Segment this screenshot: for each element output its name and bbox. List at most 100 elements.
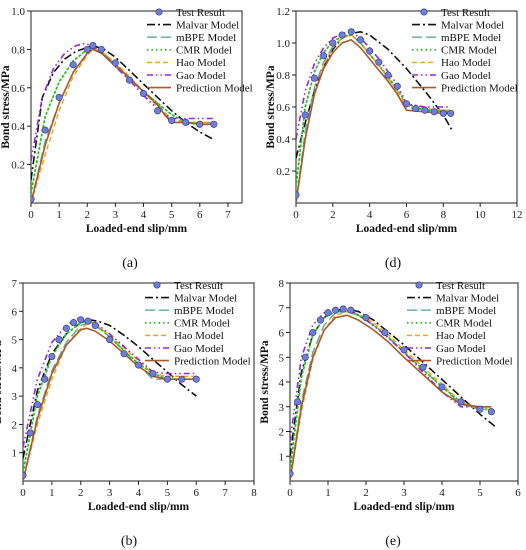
panel-d: 0 2 4 6 8 10 12 0.2 0.4 0.6 0.8 1.0 1.2 Loaded-end sl… <box>265 6 523 271</box>
y-tick-label: 6 <box>279 328 285 340</box>
test-result-point <box>69 61 77 69</box>
test-result-point <box>457 398 465 406</box>
test-result-point <box>296 191 300 199</box>
x-tick-label: 4 <box>439 487 445 499</box>
legend-label: Hao Model <box>174 330 224 342</box>
x-tick-label: 2 <box>363 487 369 499</box>
test-result-point <box>77 316 85 324</box>
legend-label: mBPE Model <box>441 32 501 44</box>
x-tick-label: 0 <box>293 209 299 221</box>
plot-area <box>296 28 455 203</box>
x-tick-label: 0 <box>28 209 34 221</box>
legend-label: Prediction Model <box>441 82 518 94</box>
y-tick-label: 4 <box>12 363 18 375</box>
series-line-gao-model <box>296 31 451 140</box>
test-result-point <box>421 106 429 114</box>
panel-caption: (b) <box>121 534 138 549</box>
test-result-point <box>375 58 383 66</box>
x-tick-label: 7 <box>222 487 228 499</box>
x-tick-label: 1 <box>56 209 62 221</box>
legend-marker <box>153 281 161 289</box>
test-result-point <box>381 328 389 337</box>
x-tick-label: 8 <box>251 487 257 499</box>
x-tick-label: 6 <box>197 209 203 221</box>
plot-area <box>31 42 218 203</box>
y-tick-label: 3 <box>279 402 285 414</box>
test-result-point <box>476 405 484 413</box>
legend-label: Prediction Model <box>174 355 251 367</box>
legend-label: CMR Model <box>441 45 497 57</box>
legend-label: Gao Model <box>174 343 224 355</box>
legend-label: Gao Model <box>436 343 486 355</box>
x-tick-label: 3 <box>113 209 119 221</box>
test-result-point <box>338 31 346 39</box>
x-tick-label: 6 <box>404 209 410 221</box>
test-result-point <box>419 363 427 371</box>
legend-label: Malvar Model <box>174 292 237 304</box>
x-tick-label: 4 <box>141 209 147 221</box>
y-tick-label: 0.4 <box>276 134 290 146</box>
series-line-gao-model <box>290 308 492 442</box>
y-tick-label: 1.0 <box>276 38 290 50</box>
x-tick-label: 5 <box>165 487 171 499</box>
test-result-point <box>55 93 63 101</box>
test-result-point <box>168 116 176 124</box>
test-result-point <box>111 59 119 67</box>
test-result-point <box>97 45 105 53</box>
y-tick-label: 1.0 <box>11 6 25 18</box>
y-tick-label: 2 <box>279 427 285 439</box>
series-line-hao-model <box>290 310 492 481</box>
test-result-point <box>294 398 302 406</box>
test-result-point <box>91 321 99 329</box>
legend-label: Malvar Model <box>176 19 239 31</box>
test-result-point <box>412 105 420 113</box>
legend-label: Test Result <box>174 280 223 292</box>
y-tick-label: 1 <box>279 451 285 463</box>
test-result-point <box>439 109 447 117</box>
y-axis-label: Bond stress/MPa <box>259 340 271 423</box>
plot-area <box>23 316 200 481</box>
y-tick-label: 0.2 <box>276 166 290 178</box>
panel-caption: (d) <box>385 256 402 271</box>
x-tick-label: 3 <box>107 487 113 499</box>
y-tick-label: 5 <box>12 335 18 347</box>
y-tick-label: 2 <box>12 419 18 431</box>
y-axis-label: Bond stress/MPa <box>0 340 4 423</box>
y-axis-label: Bond stress/MPa <box>265 65 277 148</box>
test-result-point <box>192 375 200 383</box>
test-result-point <box>347 28 355 36</box>
x-tick-label: 1 <box>49 487 55 499</box>
test-result-point <box>163 375 171 383</box>
x-axis-label: Loaded-end slip/mm <box>356 223 458 235</box>
test-result-point <box>384 71 392 79</box>
x-tick-label: 0 <box>20 487 26 499</box>
x-tick-label: 2 <box>78 487 84 499</box>
test-result-point <box>182 118 190 126</box>
legend-label: Gao Model <box>441 70 491 82</box>
legend-marker <box>155 8 163 16</box>
test-result-point <box>41 375 49 383</box>
y-tick-label: 5 <box>279 352 285 364</box>
test-result-point <box>196 120 204 128</box>
y-tick-label: 0.6 <box>11 83 25 95</box>
legend-label: Prediction Model <box>436 355 513 367</box>
series-line-prediction-model <box>31 48 214 203</box>
x-tick-label: 4 <box>367 209 373 221</box>
plot-frame <box>30 10 243 204</box>
series-line-prediction-model <box>290 314 492 481</box>
y-tick-label: 4 <box>279 377 285 389</box>
x-tick-label: 1 <box>325 487 331 499</box>
test-result-point <box>430 108 438 116</box>
test-result-point <box>149 369 157 378</box>
series-line-cmr-model <box>23 320 198 474</box>
y-tick-label: 0.4 <box>11 121 25 133</box>
panel-caption: (e) <box>385 534 401 549</box>
y-tick-label: 7 <box>12 278 18 290</box>
series-line-hao-model <box>23 321 197 481</box>
x-axis-label: Loaded-end slip/mm <box>88 501 190 513</box>
legend-marker <box>415 281 423 289</box>
